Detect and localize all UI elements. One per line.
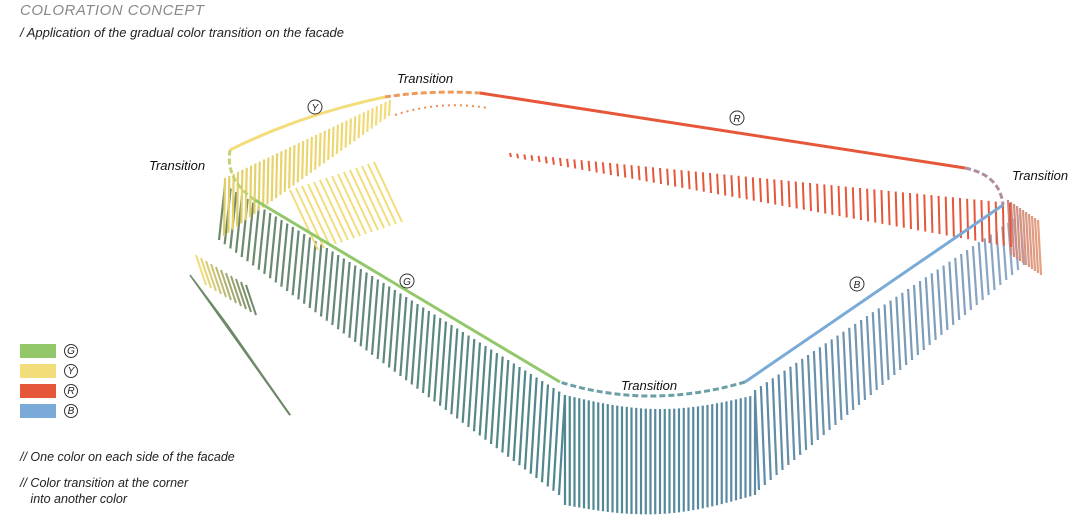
side-marker-r: R [729,110,745,126]
note-transition: // Color transition at the corner into a… [20,476,189,506]
legend-item-g: G [20,342,78,360]
fins-green-side [217,184,567,496]
roof-transition-top [384,90,481,99]
roof-edge-green [254,198,561,384]
roof-edge-red [479,91,966,170]
legend-swatch-r [20,384,56,398]
legend-item-b: B [20,402,78,420]
roof-edge-yellow [229,95,386,152]
legend-letter-y: Y [64,364,78,378]
diagram-subtitle: / Application of the gradual color trans… [20,25,345,40]
inner-ridge-top [394,104,489,116]
roof-transition-bottom [559,380,746,398]
roof-edge-blue [744,203,1004,384]
roof-transition-left [227,149,256,202]
side-marker-y: Y [307,99,323,115]
fins-red-side [509,152,1012,248]
facade-fins [189,99,1043,515]
note-one-color: // One color on each side of the facade [20,450,235,464]
side-marker-b-label: B [854,280,861,291]
side-marker-g-label: G [403,277,411,288]
legend-letter-b: B [64,404,78,418]
legend-swatch-b [20,404,56,418]
transition-label-right: Transition [1012,168,1068,183]
fins-yellow-block [195,161,403,316]
legend-item-y: Y [20,362,78,380]
roof-transition-right [964,166,1005,206]
legend-item-r: R [20,382,78,400]
diagram-title: COLORATION CONCEPT [20,2,205,19]
fins-bottom-transition [563,395,757,515]
legend-letter-r: R [64,384,78,398]
legend-letter-g: G [64,344,78,358]
side-marker-b: B [849,276,865,292]
fins-blue-side [753,214,1026,491]
legend-swatch-g [20,344,56,358]
fins-right-corner [1006,199,1043,276]
fins-dark-tail [189,274,291,416]
fins-yellow-side [222,99,392,237]
legend-swatch-y [20,364,56,378]
transition-label-bottom: Transition [621,378,677,393]
side-marker-y-label: Y [312,103,320,114]
roof-outline [227,90,1005,398]
transition-label-top: Transition [397,71,453,86]
side-marker-r-label: R [733,114,740,125]
side-marker-g: G [399,273,415,289]
color-legend: G Y R B [20,342,78,422]
transition-label-left: Transition [149,158,205,173]
